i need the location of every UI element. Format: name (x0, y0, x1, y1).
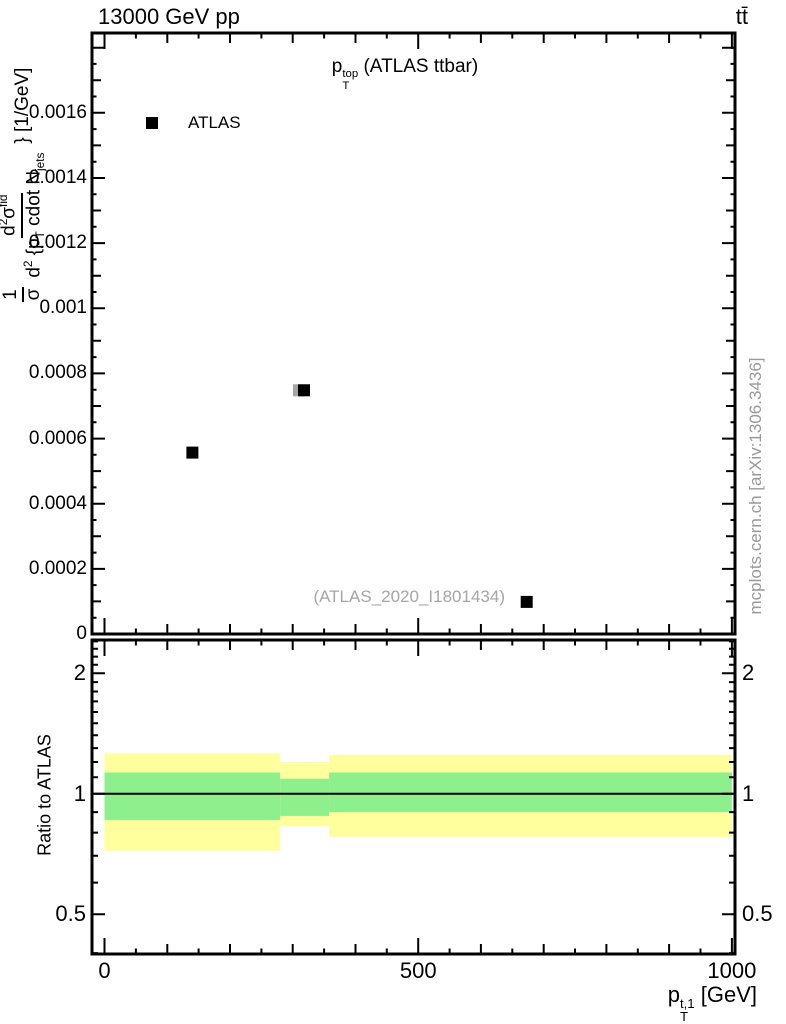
reference-dataset-label: (ATLAS_2020_I1801434) (313, 587, 505, 606)
ratio-y-tick-label-right: 0.5 (742, 901, 773, 927)
data-point (186, 446, 199, 459)
data-point (520, 595, 533, 608)
watermark: mcplots.cern.ch [arXiv:1306.3436] (746, 357, 765, 615)
x-tick-label: 500 (399, 958, 437, 983)
xlabel-units: [GeV] (694, 982, 757, 1007)
ratio-y-tick-label-right: 2 (742, 660, 755, 686)
x-axis-label: p t,1 T [GeV] (557, 982, 757, 1023)
beam-energy-label: 13000 GeV pp (98, 4, 240, 29)
xlabel-symbol: p (667, 982, 680, 1007)
main-panel-frame (90, 31, 737, 636)
data-point (298, 384, 310, 397)
main-y-tick-label: 0.0004 (28, 492, 87, 514)
ratio-band-green (280, 778, 330, 816)
title-superscript: top (342, 68, 359, 81)
axis-ticks (92, 33, 735, 955)
xlabel-subscript: T (679, 1009, 689, 1024)
main-y-tick-label: 0 (76, 623, 87, 644)
ratio-y-tick-label-left: 0.5 (55, 901, 86, 927)
main-y-tick-label: 0.001 (39, 297, 87, 319)
ratio-y-tick-label-left: 2 (73, 660, 86, 686)
title-rest: (ATLAS ttbar) (358, 56, 479, 77)
x-tick-label: 1000 (707, 958, 757, 983)
ratio-panel-frame (90, 638, 737, 956)
ratio-y-tick-label-left: 1 (73, 780, 86, 806)
plot-title: p top T (ATLAS ttbar) (245, 55, 565, 92)
main-y-tick-label: 0.0002 (28, 557, 87, 579)
main-y-tick-label: 0.0008 (28, 362, 87, 384)
main-y-tick-label: 0.0012 (28, 232, 87, 254)
legend: ATLAS (146, 113, 241, 132)
ratio-band-green (104, 772, 281, 820)
process-label: tt̄ (735, 4, 748, 29)
x-tick-label: 0 (98, 958, 111, 983)
legend-label: ATLAS (188, 113, 241, 132)
main-y-tick-label: 0.0014 (28, 166, 87, 188)
ratio-band-green (329, 772, 732, 813)
main-y-tick-label: 0.0006 (28, 427, 87, 449)
main-y-tick-label: 0.0016 (28, 101, 87, 123)
legend-marker-square (146, 117, 158, 129)
xlabel-superscript: t,1 (679, 995, 695, 1011)
title-symbol: p (331, 56, 343, 77)
title-subscript: T (342, 79, 350, 92)
ratio-y-tick-label-right: 1 (742, 780, 755, 806)
